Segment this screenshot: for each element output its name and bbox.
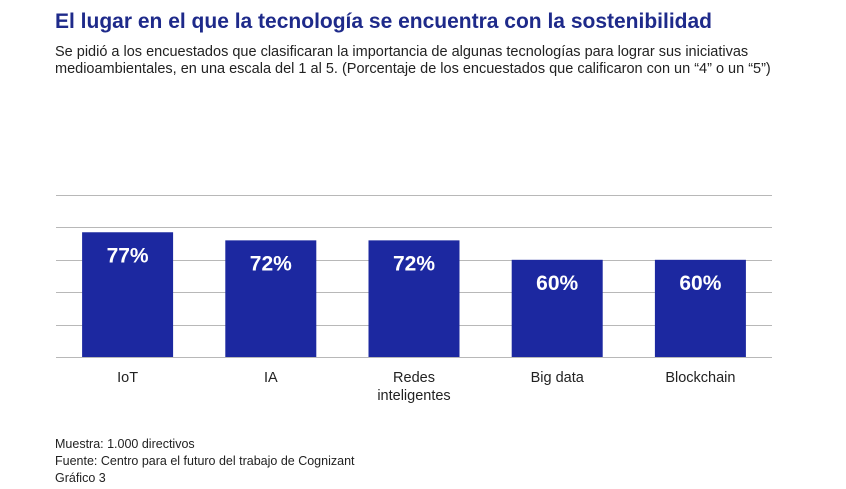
category-label-line: IoT	[117, 370, 138, 386]
chart-subtitle: Se pidió a los encuestados que clasifica…	[55, 44, 771, 77]
bar	[368, 240, 460, 357]
chart-title: El lugar en el que la tecnología se encu…	[55, 10, 712, 33]
category-label-line: Big data	[531, 370, 585, 386]
category-label-line: IA	[264, 370, 278, 386]
figure-number: Gráfico 3	[55, 471, 106, 485]
data-label: 60%	[679, 272, 721, 295]
category-label-line: Blockchain	[665, 370, 735, 386]
bar	[225, 240, 317, 357]
data-label: 72%	[250, 252, 292, 275]
sample-note: Muestra: 1.000 directivos	[55, 437, 195, 451]
category-label-line: Redes	[393, 370, 435, 386]
data-label: 77%	[107, 244, 149, 267]
chart-footer: Muestra: 1.000 directivos Fuente: Centro…	[55, 436, 355, 487]
category-label: IoT	[117, 370, 138, 386]
source-note: Fuente: Centro para el futuro del trabaj…	[55, 454, 355, 468]
category-label: IA	[264, 370, 278, 386]
category-label: Redes inteligentes	[377, 370, 450, 404]
data-label: 72%	[393, 252, 435, 275]
data-label: 60%	[536, 272, 578, 295]
bar	[654, 259, 746, 357]
category-label: Blockchain	[665, 370, 735, 386]
bar	[511, 259, 603, 357]
bar	[82, 232, 174, 357]
category-label-line: inteligentes	[377, 388, 450, 404]
category-label: Big data	[531, 370, 585, 386]
